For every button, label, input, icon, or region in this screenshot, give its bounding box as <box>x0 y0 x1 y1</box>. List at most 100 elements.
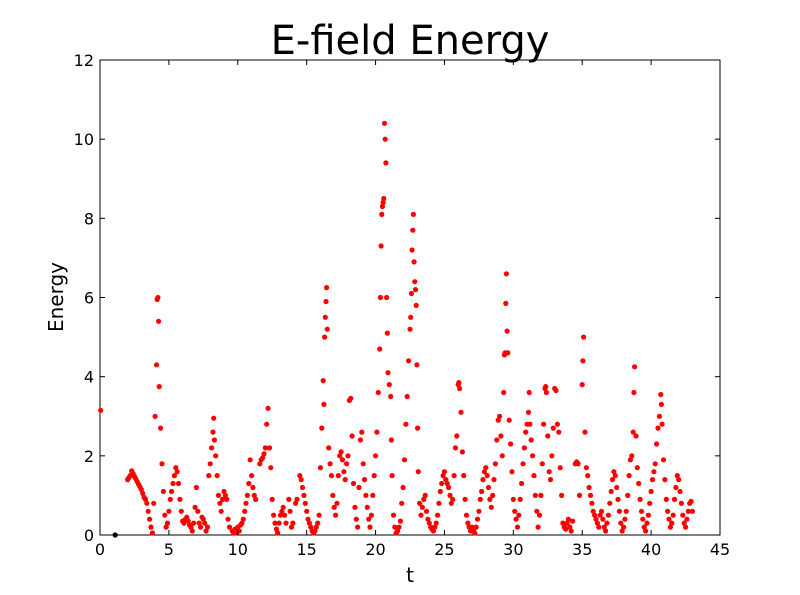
x-tick-label: 30 <box>503 540 523 559</box>
data-point <box>510 496 516 502</box>
data-point <box>519 480 525 487</box>
data-point <box>239 520 245 526</box>
data-point <box>505 350 511 356</box>
data-point <box>184 514 190 520</box>
data-point <box>352 504 358 510</box>
data-point <box>681 520 687 526</box>
data-point <box>381 195 387 202</box>
data-point <box>313 524 319 530</box>
data-point <box>204 524 211 530</box>
data-point <box>173 465 179 471</box>
data-point <box>185 518 191 524</box>
data-point <box>437 488 443 495</box>
data-point <box>448 500 454 506</box>
data-point <box>266 445 273 451</box>
data-point <box>623 508 629 514</box>
x-tick-label: 10 <box>228 540 248 559</box>
data-point <box>608 488 614 495</box>
data-point <box>541 421 547 427</box>
data-point <box>481 469 487 475</box>
data-point <box>326 445 332 451</box>
data-point <box>366 516 372 522</box>
data-point <box>371 473 377 479</box>
data-point <box>583 465 590 471</box>
data-point <box>629 453 635 459</box>
data-point <box>246 480 252 487</box>
data-point <box>568 528 574 534</box>
data-point <box>380 199 386 206</box>
data-point <box>590 508 596 514</box>
data-point <box>316 512 322 518</box>
data-point <box>145 508 151 514</box>
data-point <box>280 504 286 510</box>
data-point <box>596 524 602 530</box>
data-point <box>382 136 388 142</box>
data-point <box>174 469 180 475</box>
data-point <box>412 287 419 293</box>
data-point <box>441 469 447 475</box>
data-point <box>390 512 397 518</box>
data-point <box>611 469 617 475</box>
data-point <box>361 477 368 483</box>
data-point <box>484 473 490 479</box>
data-point <box>641 524 647 530</box>
data-point <box>261 451 267 457</box>
data-point <box>674 473 680 479</box>
data-point <box>244 492 250 498</box>
data-point <box>374 429 380 435</box>
data-point <box>581 334 587 340</box>
chart-title: E-field Energy <box>271 18 550 64</box>
data-point <box>557 465 563 471</box>
data-point <box>253 496 259 502</box>
data-point <box>321 401 327 407</box>
data-point <box>423 508 430 514</box>
data-point <box>432 524 438 530</box>
data-point <box>320 378 326 384</box>
data-point <box>333 512 339 518</box>
data-point <box>337 453 343 459</box>
data-point <box>648 488 654 495</box>
data-point <box>514 524 521 530</box>
data-point <box>360 461 366 467</box>
y-tick-label: 8 <box>84 209 94 228</box>
data-point <box>264 421 270 427</box>
data-point <box>680 512 686 518</box>
data-point <box>600 516 606 522</box>
data-point <box>534 508 540 514</box>
x-tick-label: 45 <box>710 540 730 559</box>
y-tick-label: 12 <box>74 51 94 70</box>
data-point <box>317 465 323 471</box>
data-point <box>662 477 668 483</box>
data-point <box>377 346 383 352</box>
data-point <box>498 433 504 439</box>
data-point <box>559 492 565 498</box>
data-point <box>666 516 672 522</box>
data-point <box>192 504 198 510</box>
data-point <box>399 500 405 506</box>
data-point <box>293 500 299 506</box>
data-point <box>152 413 158 419</box>
data-point <box>379 203 385 210</box>
data-point <box>604 520 610 526</box>
data-point <box>649 477 656 483</box>
data-point <box>554 421 561 427</box>
data-point <box>433 520 439 526</box>
plot-area: 0 5 10 15 20 25 30 35 40 45 0 2 4 6 8 10 12 <box>74 51 731 559</box>
data-point <box>294 496 300 502</box>
data-point <box>597 512 603 518</box>
data-point <box>543 389 550 396</box>
data-point <box>425 516 431 522</box>
data-point <box>479 488 485 495</box>
x-tick-label: 15 <box>296 540 316 559</box>
data-point <box>384 330 390 336</box>
data-point <box>527 421 533 427</box>
data-point <box>663 496 669 502</box>
data-point <box>218 508 224 514</box>
data-point <box>647 500 653 506</box>
data-point <box>549 453 555 459</box>
data-point <box>454 433 460 439</box>
data-point <box>465 520 471 526</box>
data-point <box>302 500 308 506</box>
data-point <box>395 528 401 534</box>
